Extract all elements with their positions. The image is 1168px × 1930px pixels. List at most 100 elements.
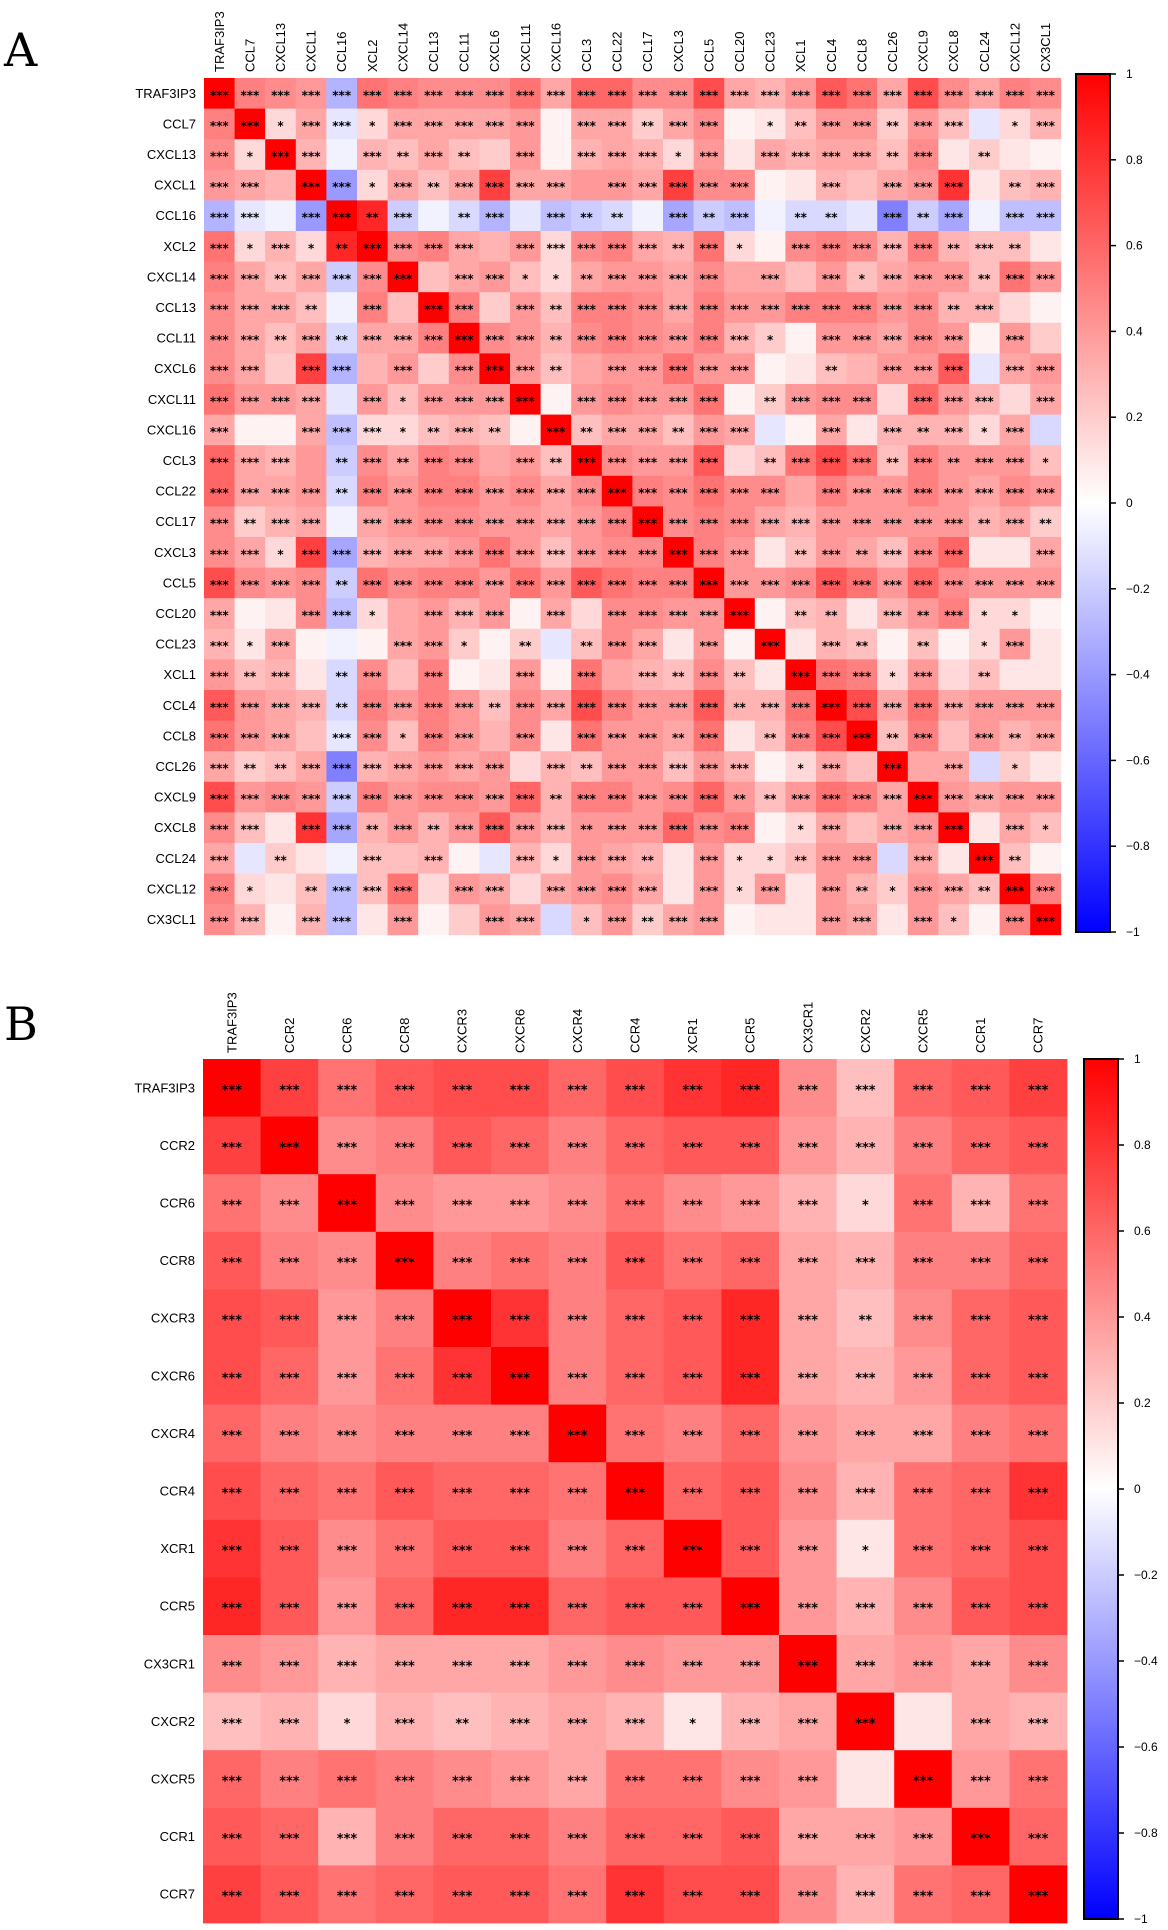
significance-label: *** [240, 915, 260, 929]
heatmap-cell-a-16-20 [816, 567, 847, 599]
heatmap-cell-a-22-22 [877, 751, 909, 783]
significance-label: *** [761, 517, 781, 531]
heatmap-cell-a-17-9 [479, 598, 511, 630]
heatmap-cell-a-13-2 [265, 475, 297, 507]
significance-label: *** [730, 578, 750, 592]
row-label: CCR1 [160, 1829, 195, 1844]
heatmap-cell-a-12-0 [204, 445, 235, 477]
heatmap-cell-a-21-6 [387, 720, 419, 752]
heatmap-cell-a-0-9 [479, 78, 511, 109]
significance-label: *** [210, 425, 230, 439]
heatmap-cell-b-6-0 [203, 1404, 261, 1463]
heatmap-cell-a-5-19 [785, 231, 817, 262]
heatmap-cell-a-16-3 [295, 567, 327, 599]
heatmap-cell-a-21-15 [663, 720, 694, 752]
heatmap-cell-b-7-9 [721, 1462, 780, 1521]
significance-label: *** [883, 700, 903, 714]
heatmap-cell-a-17-3 [295, 598, 327, 630]
heatmap-cell-a-26-18 [754, 873, 786, 905]
heatmap-cell-a-0-14 [632, 78, 664, 109]
heatmap-cell-a-4-24 [938, 200, 970, 232]
significance-label: *** [394, 1659, 415, 1674]
heatmap-cell-a-11-7 [418, 414, 450, 446]
heatmap-cell-b-13-7 [606, 1807, 665, 1866]
colorbar-tick-label: 0.2 [1126, 410, 1143, 424]
heatmap-cell-a-12-27 [1030, 445, 1062, 477]
heatmap-cell-a-1-26 [999, 108, 1031, 140]
heatmap-cell-a-5-23 [907, 231, 939, 262]
heatmap-cell-a-17-7 [418, 598, 450, 630]
row-label: XCR1 [160, 1541, 195, 1556]
significance-label: *** [638, 150, 658, 164]
heatmap-cell-a-25-19 [785, 843, 817, 874]
significance-label: *** [424, 486, 444, 500]
column-label: CCL24 [977, 32, 992, 72]
significance-label: * [461, 639, 468, 653]
heatmap-cell-a-9-9 [479, 353, 511, 385]
column-label: CCR2 [282, 1018, 297, 1053]
significance-label: ** [825, 609, 838, 623]
heatmap-cell-a-3-16 [693, 169, 725, 201]
heatmap-cell-a-26-26 [999, 873, 1031, 905]
heatmap-cell-a-1-3 [295, 108, 327, 140]
heatmap-cell-a-22-25 [969, 751, 1000, 783]
heatmap-cell-a-7-26 [999, 292, 1031, 324]
significance-label: *** [822, 394, 842, 408]
significance-label: *** [822, 792, 842, 806]
heatmap-cell-a-16-14 [632, 567, 664, 599]
heatmap-cell-b-12-0 [203, 1750, 261, 1809]
significance-label: *** [699, 394, 719, 408]
heatmap-cell-a-1-7 [418, 108, 450, 140]
significance-label: *** [944, 547, 964, 561]
significance-label: *** [1028, 1659, 1049, 1674]
significance-label: *** [302, 547, 322, 561]
heatmap-cell-a-18-16 [693, 628, 725, 660]
significance-label: *** [485, 211, 505, 225]
heatmap-cell-a-19-12 [571, 659, 603, 691]
heatmap-cell-a-3-9 [479, 169, 511, 201]
heatmap-cell-a-11-12 [571, 414, 603, 446]
column-label: CCR7 [1031, 1018, 1046, 1053]
heatmap-cell-a-22-19 [785, 751, 817, 783]
heatmap-cell-a-23-18 [754, 781, 786, 813]
heatmap-cell-b-6-4 [433, 1404, 492, 1463]
heatmap-cell-a-20-14 [632, 690, 664, 721]
significance-label: *** [1005, 792, 1025, 806]
heatmap-cell-b-1-12 [894, 1116, 953, 1175]
significance-label: *** [516, 364, 536, 378]
heatmap-cell-a-17-25 [969, 598, 1000, 630]
significance-label: *** [975, 700, 995, 714]
heatmap-cell-a-2-16 [693, 139, 725, 171]
significance-label: *** [363, 578, 383, 592]
heatmap-cell-a-11-9 [479, 414, 511, 446]
significance-label: *** [913, 1775, 934, 1790]
heatmap-cell-b-8-5 [491, 1519, 549, 1578]
heatmap-cell-a-17-1 [234, 598, 266, 630]
heatmap-cell-a-8-12 [571, 322, 603, 354]
heatmap-cell-a-15-4 [326, 537, 358, 568]
significance-label: *** [1036, 272, 1056, 286]
colorbar [1075, 73, 1111, 933]
significance-label: ** [978, 884, 991, 898]
heatmap-cell-b-9-13 [951, 1577, 1010, 1636]
panel-b-letter: B [4, 997, 38, 1051]
column-label: XCR1 [685, 1018, 700, 1053]
heatmap-cell-a-0-8 [448, 78, 480, 109]
significance-label: ** [856, 547, 869, 561]
row-label: CXCR6 [151, 1368, 195, 1383]
significance-label: *** [394, 1083, 415, 1098]
column-label: CXCL14 [395, 23, 410, 72]
heatmap-cell-a-21-16 [693, 720, 725, 752]
significance-label: *** [914, 578, 934, 592]
significance-label: *** [363, 486, 383, 500]
heatmap-cell-a-15-6 [387, 537, 419, 568]
heatmap-cell-a-11-18 [754, 414, 786, 446]
significance-label: *** [210, 333, 230, 347]
heatmap-cell-a-9-10 [510, 353, 541, 385]
heatmap-cell-a-13-14 [632, 475, 664, 507]
heatmap-cell-b-8-6 [548, 1519, 607, 1578]
significance-label: *** [393, 547, 413, 561]
significance-label: ** [335, 333, 348, 347]
significance-label: ** [397, 456, 410, 470]
significance-label: *** [210, 180, 230, 194]
